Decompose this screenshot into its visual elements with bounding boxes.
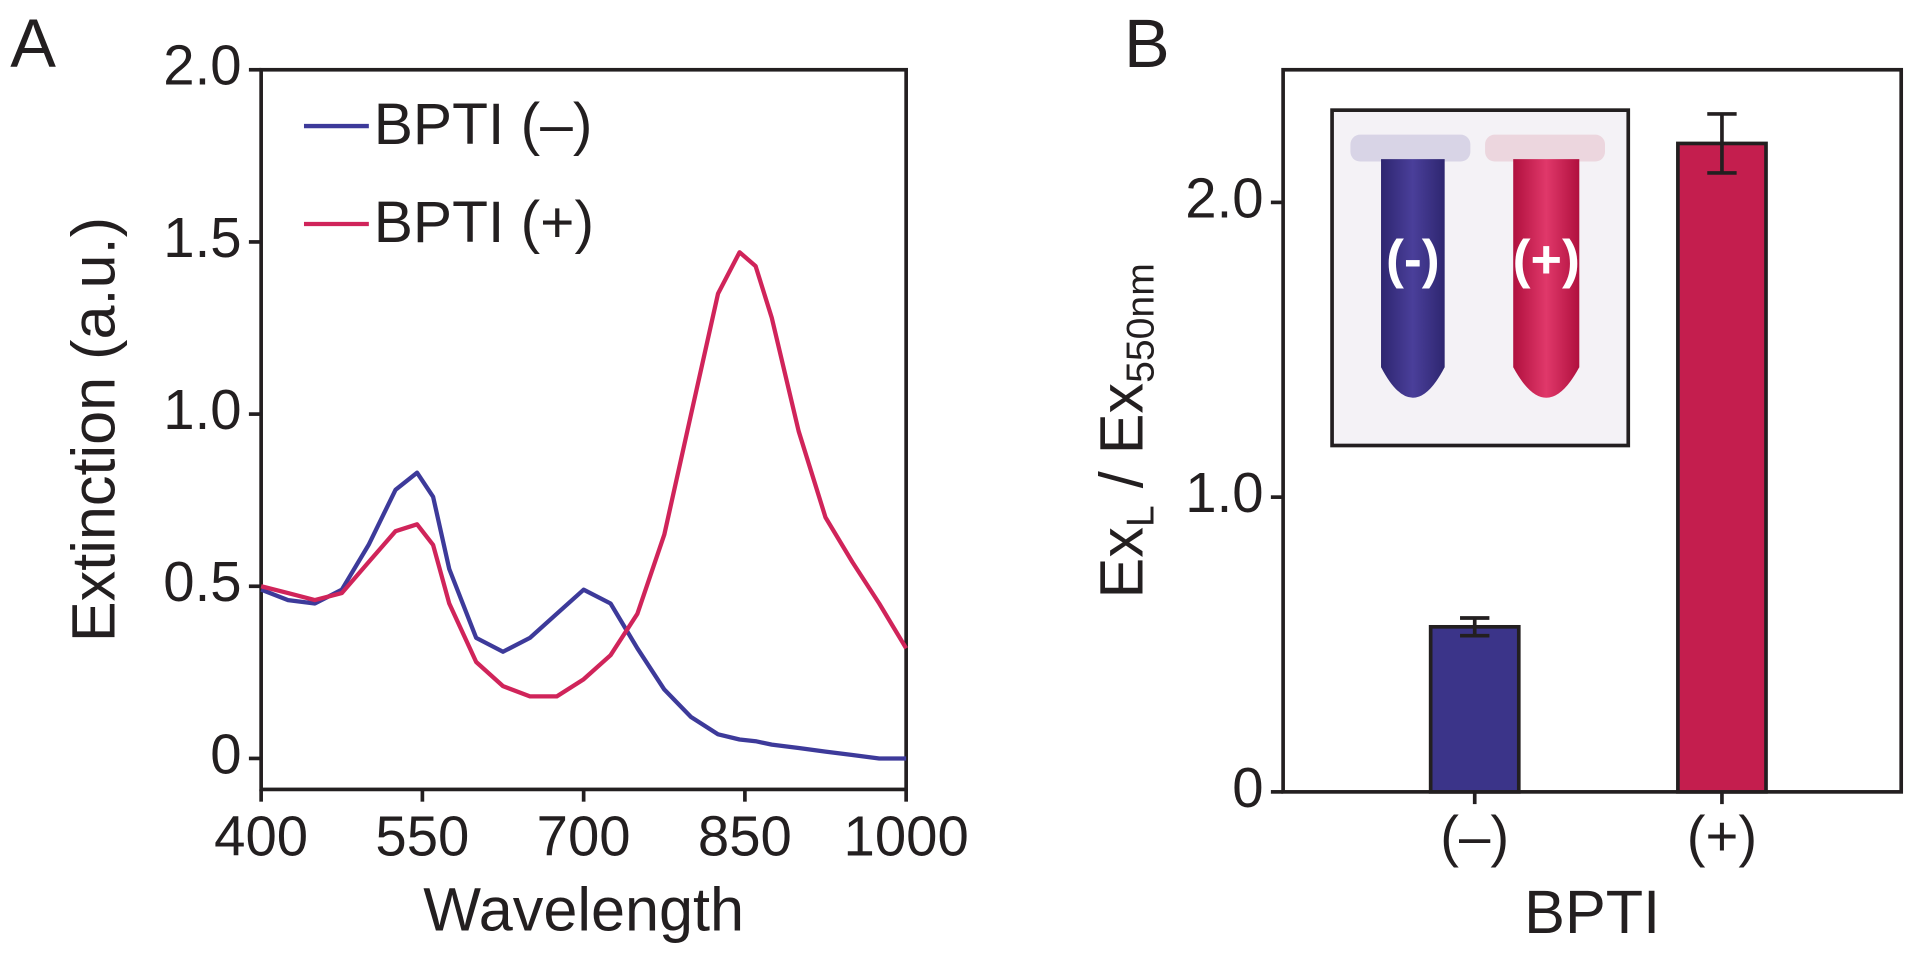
y-axis-text: / Ex (1088, 383, 1156, 505)
tube-red (1513, 159, 1580, 398)
y-tick-label: 1.0 (1185, 461, 1263, 524)
data-line (260, 250, 908, 699)
y-tick-label: 0.5 (163, 550, 241, 613)
panel-label: B (1124, 5, 1170, 82)
y-tick-label: 2.0 (1185, 166, 1263, 229)
x-tick-label: 550 (375, 805, 469, 868)
x-tick-label: 850 (698, 805, 792, 868)
inset-label: (+) (1513, 229, 1580, 289)
y-axis-subscript: 550nm (1120, 263, 1163, 383)
legend-label: BPTI (+) (374, 190, 594, 255)
x-tick-label: (+) (1687, 805, 1757, 868)
y-tick-label: 2.0 (163, 34, 241, 97)
plot-frame (1281, 67, 1904, 794)
bar (1428, 624, 1521, 794)
error-bar (1460, 616, 1490, 638)
x-tick-label: (–) (1440, 805, 1509, 868)
x-axis-title: Wavelength (423, 875, 744, 943)
x-tick-label: 400 (214, 805, 308, 868)
x-tick-label: 1000 (844, 805, 969, 868)
y-tick-label: 0 (210, 722, 241, 785)
y-tick-label: 0 (1232, 756, 1263, 819)
y-axis-title: ExL / Ex550nm (1088, 263, 1163, 598)
bar (1676, 141, 1768, 794)
tube-cap (1485, 134, 1606, 162)
x-tick-label: 700 (537, 805, 631, 868)
panel-label: A (10, 5, 56, 82)
error-bar (1707, 112, 1737, 175)
legend-label: BPTI (–) (374, 92, 593, 157)
y-axis-text: Ex (1088, 527, 1156, 598)
y-tick-label: 1.0 (163, 378, 241, 441)
x-axis-title: BPTI (1524, 878, 1660, 946)
tube-blue (1381, 159, 1445, 398)
inset-photo: (-) (+) (1330, 108, 1631, 448)
y-tick-label: 1.5 (163, 206, 241, 269)
y-axis-subscript: L (1120, 505, 1163, 527)
data-line (260, 470, 907, 761)
y-axis-title: Extinction (a.u.) (60, 217, 128, 642)
tube-cap (1350, 134, 1471, 162)
inset-label: (-) (1386, 229, 1440, 289)
